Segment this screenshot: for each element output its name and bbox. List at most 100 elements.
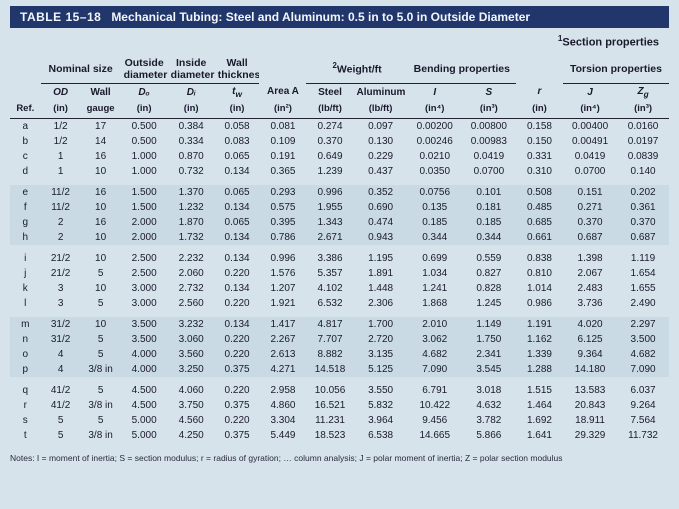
cell: 1.750: [462, 332, 516, 347]
cell: 2.010: [408, 314, 462, 332]
cell: f: [10, 200, 41, 215]
cell: 2.500: [121, 266, 168, 281]
cell: 14: [81, 134, 121, 149]
cell: 0.687: [563, 230, 617, 248]
table-row: g2162.0001.8700.0650.3951.3430.4740.1850…: [10, 215, 669, 230]
cell: 16: [81, 149, 121, 164]
cell: 0.810: [516, 266, 563, 281]
cell: b: [10, 134, 41, 149]
cell: 0.344: [462, 230, 516, 248]
cell: 1.655: [617, 281, 669, 296]
lbl-tw: tw: [232, 86, 242, 97]
cell: 10.056: [306, 380, 353, 398]
lbl-wall: Wall: [81, 83, 121, 101]
cell: 1.448: [354, 281, 408, 296]
cell: 0.310: [516, 164, 563, 182]
cell: 0.375: [215, 362, 260, 380]
cell: 3.964: [354, 413, 408, 428]
cell: 0.134: [215, 314, 260, 332]
cell: 0.334: [168, 134, 215, 149]
cell: 0.786: [259, 230, 306, 248]
cell: r: [10, 398, 41, 413]
cell: 18.911: [563, 413, 617, 428]
cell: 0.150: [516, 134, 563, 149]
cell: 5: [81, 347, 121, 362]
cell: 0.220: [215, 332, 260, 347]
cell: 3: [41, 281, 81, 296]
cell: 2.613: [259, 347, 306, 362]
cell: 1.162: [516, 332, 563, 347]
cell: 0.0350: [408, 164, 462, 182]
cell: 2.732: [168, 281, 215, 296]
unit-I: (in⁴): [408, 101, 462, 119]
cell: 3.135: [354, 347, 408, 362]
cell: 4.682: [408, 347, 462, 362]
cell: 0.134: [215, 200, 260, 215]
cell: 1.641: [516, 428, 563, 446]
cell: 2.306: [354, 296, 408, 314]
cell: 1.232: [168, 200, 215, 215]
cell: 0.474: [354, 215, 408, 230]
cell: 4.250: [168, 428, 215, 446]
unit-wall: gauge: [81, 101, 121, 119]
cell: 2.490: [617, 296, 669, 314]
lbl-J: J: [587, 87, 593, 98]
cell: 2.232: [168, 248, 215, 266]
cell: 0.870: [168, 149, 215, 164]
cell: 1.343: [306, 215, 353, 230]
cell: 2.341: [462, 347, 516, 362]
cell: 7.090: [617, 362, 669, 380]
cell: 0.151: [563, 182, 617, 200]
cell: 1: [41, 149, 81, 164]
cell: 5.000: [121, 413, 168, 428]
cell: 4.817: [306, 314, 353, 332]
cell: 0.135: [408, 200, 462, 215]
table-row: a1/2170.5000.3840.0580.0810.2740.0970.00…: [10, 118, 669, 134]
head-nominal: Nominal size: [41, 51, 121, 84]
cell: 9.456: [408, 413, 462, 428]
cell: 1.500: [121, 200, 168, 215]
table-title: Mechanical Tubing: Steel and Aluminum: 0…: [111, 10, 530, 24]
cell: 1/2: [41, 134, 81, 149]
cell: 1.034: [408, 266, 462, 281]
cell: 6.791: [408, 380, 462, 398]
unit-wal: (lb/ft): [354, 101, 408, 119]
cell: 1.500: [121, 182, 168, 200]
lbl-od: OD: [53, 87, 68, 98]
cell: 0.685: [516, 215, 563, 230]
cell: 1.868: [408, 296, 462, 314]
cell: 1.417: [259, 314, 306, 332]
cell: 9.264: [617, 398, 669, 413]
cell: 21/2: [41, 266, 81, 281]
cell: 0.370: [617, 215, 669, 230]
cell: 7.090: [408, 362, 462, 380]
lbl-S: S: [486, 87, 493, 98]
cell: 3.386: [306, 248, 353, 266]
cell: 2.000: [121, 215, 168, 230]
unit-wst: (lb/ft): [306, 101, 353, 119]
cell: n: [10, 332, 41, 347]
cell: 0.996: [259, 248, 306, 266]
cell: 1.576: [259, 266, 306, 281]
table-row: m31/2103.5003.2320.1341.4174.8171.7002.0…: [10, 314, 669, 332]
cell: 0.271: [563, 200, 617, 215]
cell: 0.00246: [408, 134, 462, 149]
cell: 0.687: [617, 230, 669, 248]
cell: 0.0700: [563, 164, 617, 182]
unit-do: (in): [121, 101, 168, 119]
cell: 1.241: [408, 281, 462, 296]
cell: 0.485: [516, 200, 563, 215]
cell: 0.649: [306, 149, 353, 164]
table-row: c1161.0000.8700.0650.1910.6490.2290.0210…: [10, 149, 669, 164]
cell: 0.361: [617, 200, 669, 215]
cell: 0.134: [215, 248, 260, 266]
cell: 3.500: [121, 332, 168, 347]
lbl-wst: Steel: [306, 83, 353, 101]
cell: 11.231: [306, 413, 353, 428]
cell: 0.134: [215, 164, 260, 182]
cell: 0.00800: [462, 118, 516, 134]
table-row: p43/8 in4.0003.2500.3754.27114.5185.1257…: [10, 362, 669, 380]
cell: 3.782: [462, 413, 516, 428]
cell: 5.000: [121, 428, 168, 446]
cell: 5: [81, 380, 121, 398]
